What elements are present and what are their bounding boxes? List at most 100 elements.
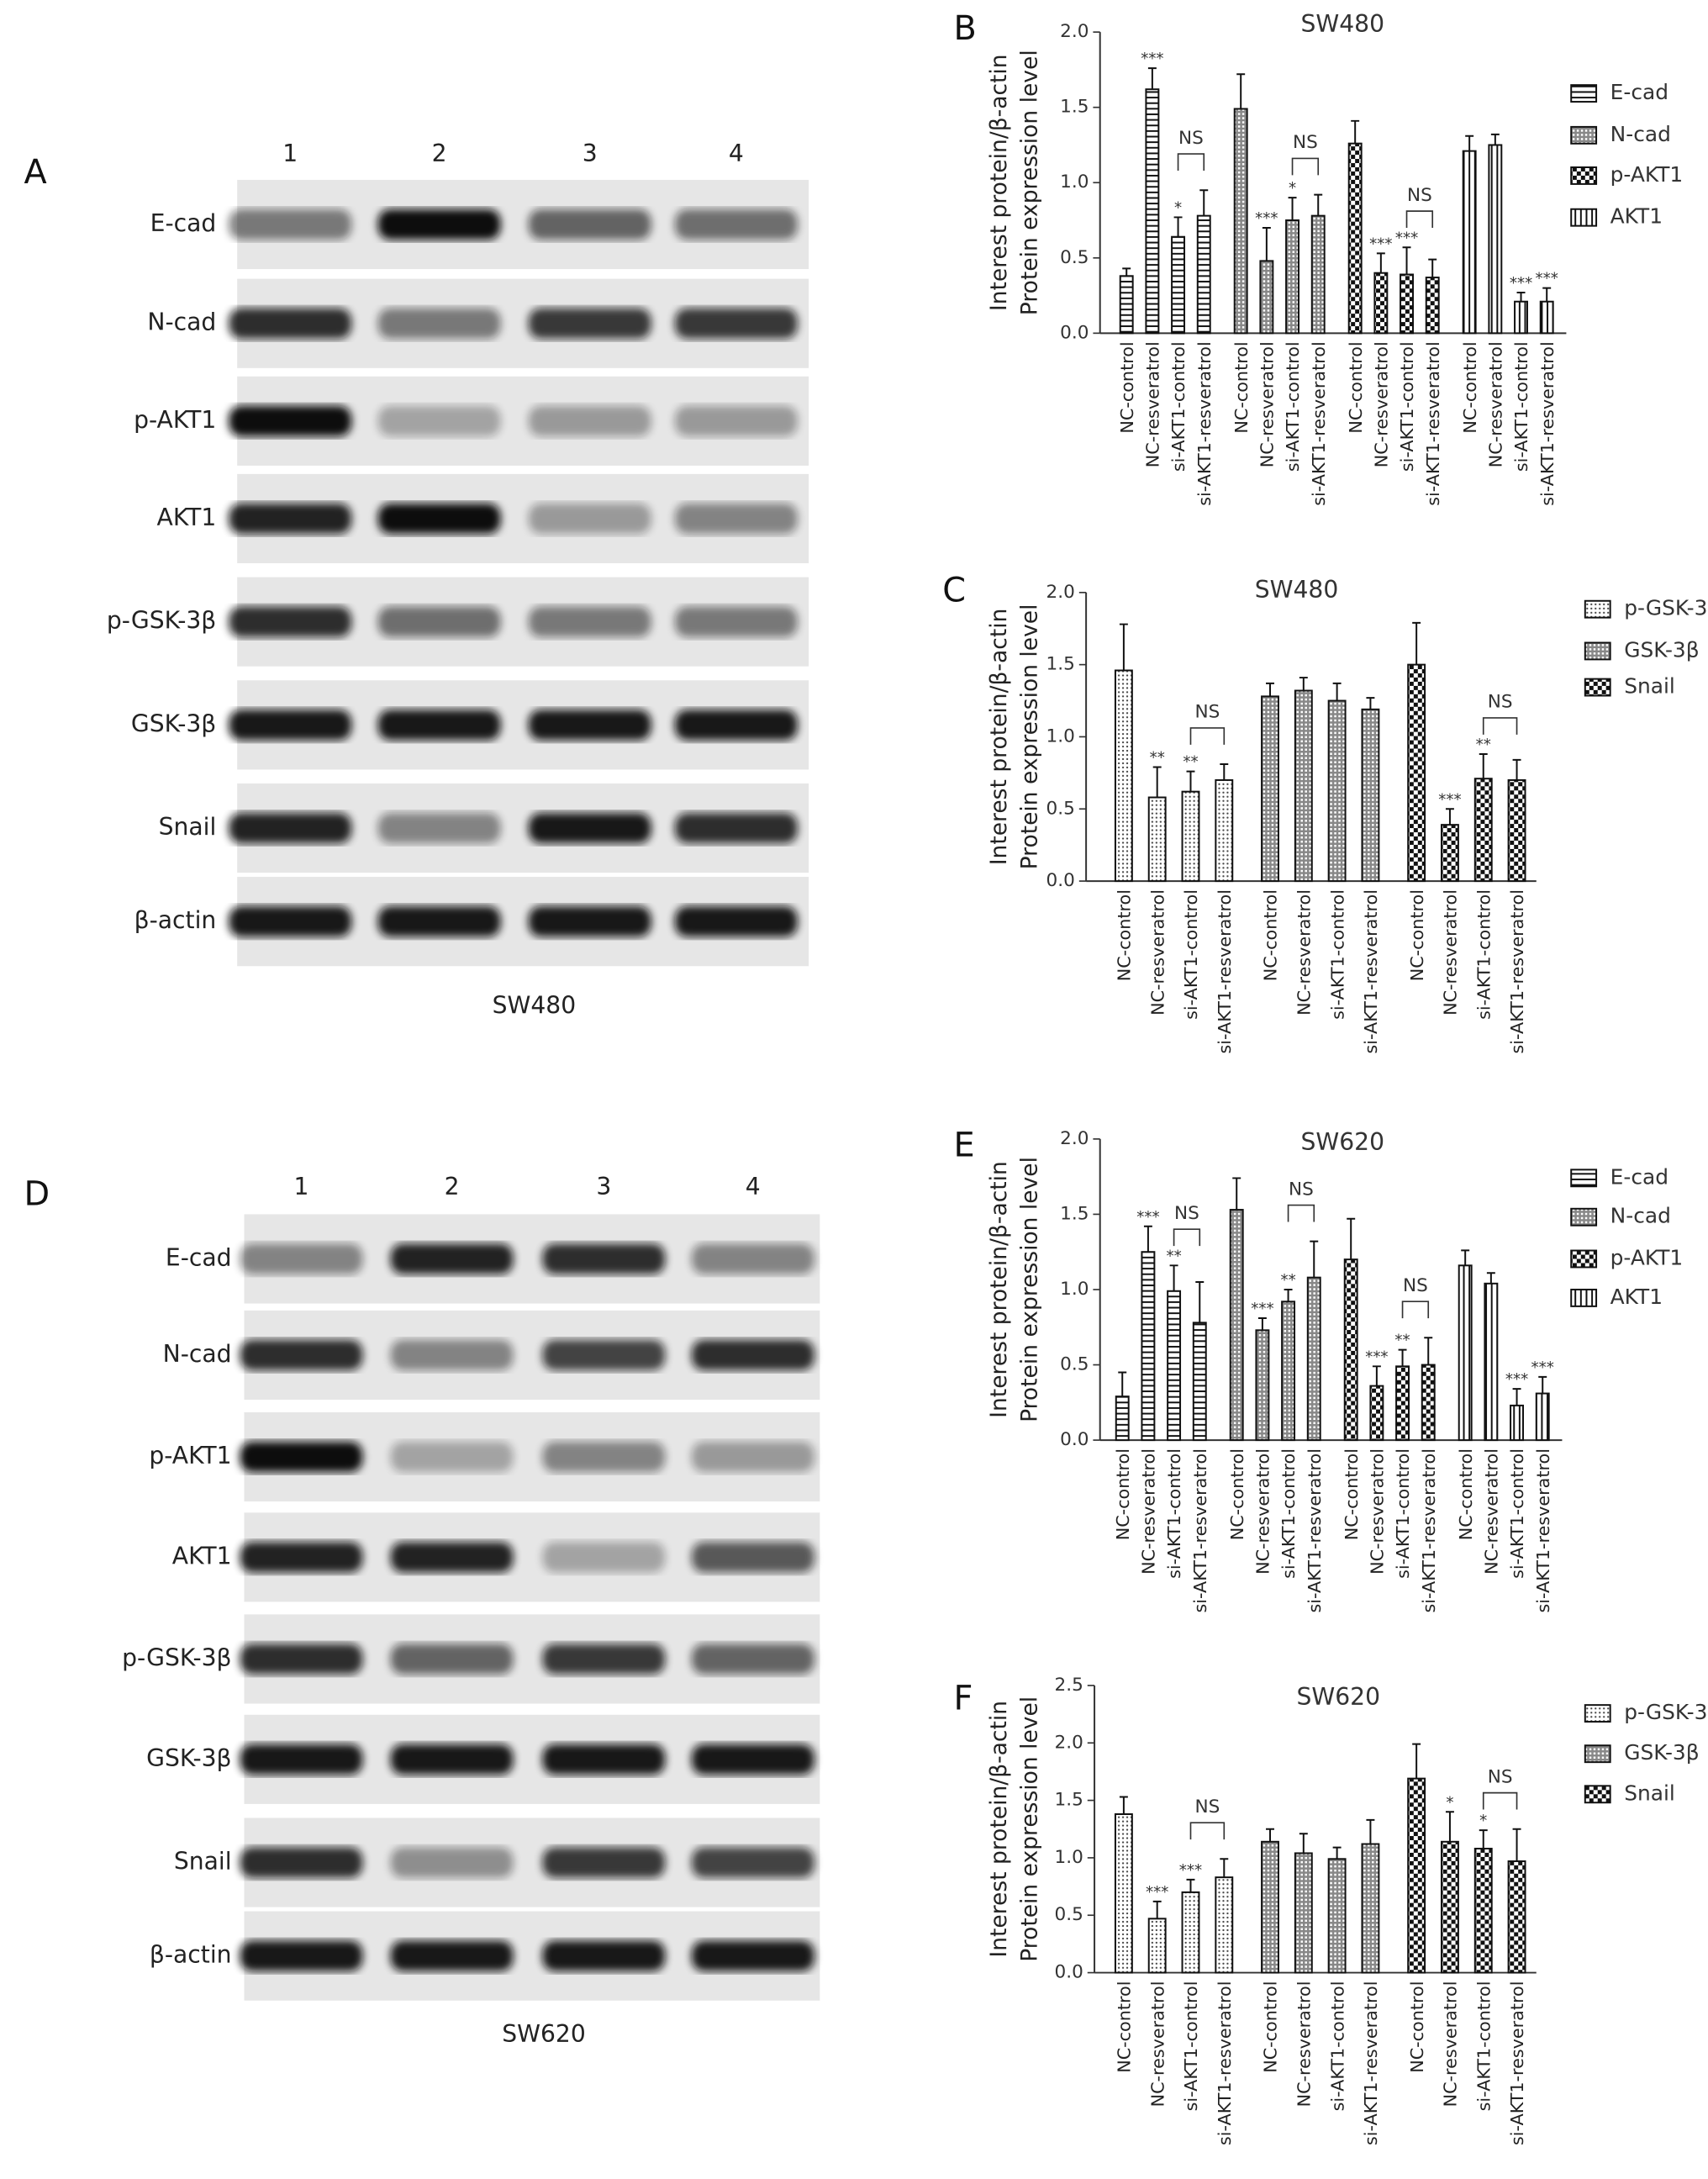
x-tick-label: si-AKT1-resveratrol (1423, 341, 1443, 505)
blot-band (674, 606, 798, 637)
blot-band (674, 905, 798, 937)
error-bar (1199, 189, 1209, 216)
blot-row-label: N-cad (163, 1340, 232, 1368)
error-bar (1169, 1264, 1178, 1291)
ns-label: NS (1289, 1179, 1314, 1200)
error-bar (1262, 226, 1271, 261)
x-tick-label: NC-resveratrol (1253, 1448, 1273, 1575)
chart-title: SW480 (1300, 10, 1384, 38)
significance: *** (1395, 230, 1418, 247)
lane-number: 2 (432, 140, 447, 167)
error-bar (1299, 677, 1308, 691)
error-bar (1220, 1858, 1229, 1878)
legend-label: AKT1 (1610, 204, 1663, 229)
bar (1488, 144, 1503, 335)
error-bar (1412, 1743, 1421, 1779)
lane-number: 4 (729, 140, 744, 167)
blot-band (528, 905, 651, 937)
blot-band (691, 1441, 814, 1473)
blot-row-label: E-cad (150, 209, 217, 237)
bar (1327, 699, 1347, 883)
error-bar (1118, 1371, 1127, 1397)
bar (1229, 1209, 1244, 1442)
x-tick-label: si-AKT1-control (1511, 341, 1531, 472)
x-tick-label: NC-control (1231, 341, 1252, 433)
significance: *** (1369, 235, 1392, 253)
blot-band (674, 503, 798, 535)
blot-caption: SW620 (502, 2020, 586, 2048)
bar (1473, 778, 1493, 883)
blot-band (528, 710, 651, 741)
error-bar (1299, 1833, 1308, 1854)
error-bar (1512, 1388, 1521, 1406)
x-tick-label: NC-resveratrol (1441, 1981, 1461, 2108)
significance: ** (1166, 1248, 1181, 1265)
blot-band (691, 1847, 814, 1878)
bar (1281, 1301, 1296, 1442)
x-tick-label: NC-resveratrol (1147, 889, 1168, 1016)
blot-band (674, 405, 798, 437)
bar (1535, 1392, 1550, 1442)
panel-letter: D (24, 1174, 50, 1213)
x-tick-label: si-AKT1-resveratrol (1361, 889, 1381, 1053)
error-bar (1266, 1828, 1274, 1842)
blot-band (542, 1643, 666, 1675)
blot-band (691, 1643, 814, 1675)
x-tick-label: NC-control (1407, 1981, 1427, 2073)
blot-band (240, 1542, 363, 1573)
ns-label: NS (1178, 128, 1204, 149)
blot-band (691, 1339, 814, 1371)
x-tick-label: NC-resveratrol (1441, 889, 1461, 1016)
bar (1510, 1404, 1525, 1442)
error-bar (1266, 682, 1274, 697)
lane-number: 4 (746, 1173, 761, 1200)
bar (1327, 1858, 1347, 1974)
x-tick-label: si-AKT1-resveratrol (1533, 1448, 1553, 1612)
legend-swatch (1570, 125, 1598, 145)
x-tick-label: NC-control (1117, 341, 1137, 433)
error-bar (1445, 1811, 1454, 1842)
ns-label: NS (1194, 1796, 1220, 1818)
blot-row-label: β-actin (150, 1941, 232, 1969)
legend-swatch (1584, 1704, 1611, 1723)
bar (1141, 1251, 1156, 1442)
x-tick-label: si-AKT1-control (1278, 1448, 1299, 1579)
blot-band (390, 1243, 514, 1274)
legend-swatch (1570, 1207, 1598, 1227)
blot-band (377, 710, 501, 741)
y-tick-label: 2.0 (1060, 1128, 1089, 1149)
ns-bracket (1287, 1204, 1315, 1222)
blot-band (691, 1243, 814, 1274)
y-axis-label: Interest protein/β-actin (986, 609, 1012, 866)
bar (1261, 1840, 1279, 1974)
x-tick-label: si-AKT1-control (1164, 1448, 1184, 1579)
blot-band (674, 710, 798, 741)
y-tick-label: 0.5 (1046, 798, 1075, 819)
bar (1255, 1329, 1270, 1442)
ns-label: NS (1174, 1203, 1199, 1224)
significance: ** (1394, 1332, 1410, 1350)
blot-band (240, 1339, 363, 1371)
blot-band (229, 208, 352, 240)
bar (1181, 1891, 1200, 1974)
blot-row-label: Snail (174, 1848, 232, 1876)
bar (1395, 1365, 1410, 1442)
blot-band (377, 308, 501, 339)
x-tick-label: si-AKT1-control (1473, 1981, 1494, 2112)
legend-label: p-AKT1 (1610, 1245, 1684, 1269)
significance: *** (1255, 210, 1278, 228)
panel-letter: E (954, 1126, 975, 1164)
significance: * (1289, 180, 1296, 198)
blot-row-label: E-cad (166, 1243, 232, 1271)
error-bar (1332, 682, 1342, 701)
blot-band (229, 606, 352, 637)
significance: ** (1183, 754, 1198, 772)
significance: *** (1505, 1371, 1528, 1389)
error-bar (1412, 621, 1421, 665)
bar (1514, 300, 1528, 335)
bar (1294, 689, 1313, 883)
blot-band (528, 308, 651, 339)
error-bar (1119, 1796, 1128, 1814)
x-tick-label: NC-resveratrol (1372, 341, 1392, 467)
y-tick-label: 1.0 (1060, 1279, 1089, 1300)
